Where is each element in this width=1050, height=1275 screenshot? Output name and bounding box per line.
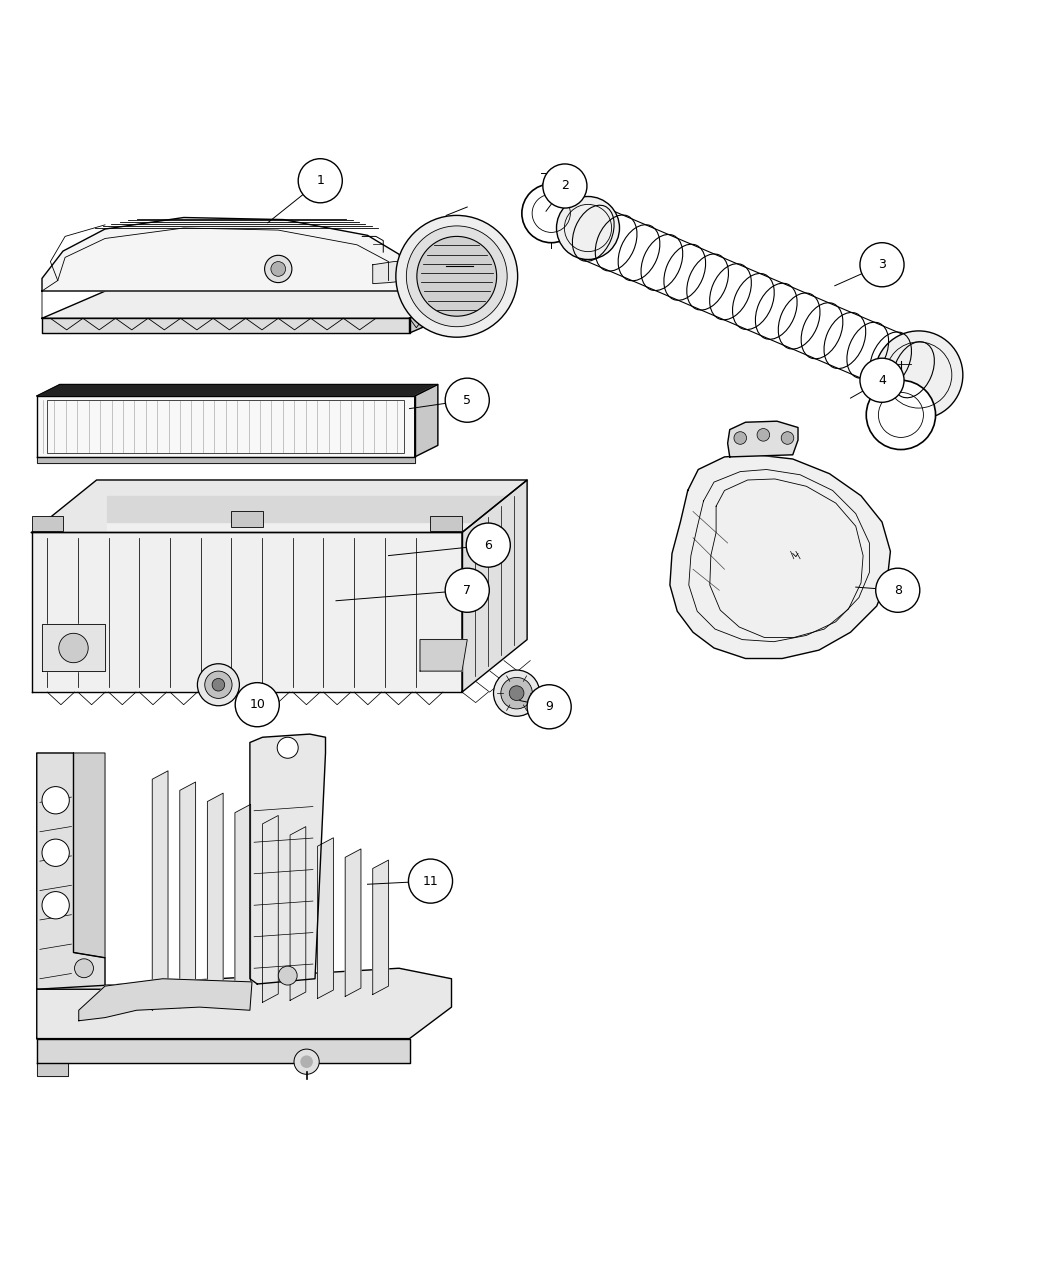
Circle shape (860, 242, 904, 287)
Circle shape (417, 236, 497, 316)
Bar (47, 400, 404, 453)
Circle shape (278, 966, 297, 986)
Text: 5: 5 (463, 394, 471, 407)
Polygon shape (37, 397, 415, 456)
Circle shape (522, 184, 581, 242)
Polygon shape (317, 838, 334, 998)
Polygon shape (462, 479, 527, 692)
Polygon shape (420, 640, 467, 671)
Circle shape (396, 215, 518, 337)
Polygon shape (152, 771, 168, 1010)
Circle shape (757, 428, 770, 441)
Polygon shape (97, 479, 527, 491)
Polygon shape (37, 456, 415, 463)
Circle shape (42, 839, 69, 867)
Circle shape (59, 634, 88, 663)
Circle shape (235, 682, 279, 727)
Circle shape (781, 432, 794, 444)
Text: 4: 4 (878, 374, 886, 386)
Polygon shape (42, 289, 478, 319)
Polygon shape (410, 289, 478, 333)
Circle shape (406, 226, 507, 326)
Circle shape (466, 523, 510, 567)
Text: 9: 9 (545, 700, 553, 713)
Polygon shape (107, 496, 517, 521)
Ellipse shape (875, 332, 963, 419)
Polygon shape (180, 782, 195, 1009)
Polygon shape (74, 754, 105, 958)
Circle shape (860, 358, 904, 403)
Circle shape (75, 959, 93, 978)
Circle shape (734, 432, 747, 444)
Circle shape (501, 677, 532, 709)
Bar (430, 515, 462, 532)
Text: 11: 11 (422, 875, 439, 887)
Circle shape (866, 380, 936, 450)
Polygon shape (37, 385, 438, 397)
Circle shape (445, 379, 489, 422)
Circle shape (277, 737, 298, 759)
Polygon shape (670, 455, 890, 658)
Polygon shape (373, 861, 388, 994)
Polygon shape (32, 533, 462, 692)
Bar (231, 511, 262, 528)
Polygon shape (373, 261, 410, 283)
Ellipse shape (556, 196, 619, 260)
Text: 10: 10 (249, 699, 266, 711)
Text: 3: 3 (878, 259, 886, 272)
Text: 1: 1 (316, 175, 324, 187)
Circle shape (494, 671, 540, 717)
Circle shape (876, 569, 920, 612)
Polygon shape (32, 479, 527, 533)
Polygon shape (207, 793, 223, 1006)
Circle shape (509, 686, 524, 700)
Circle shape (543, 164, 587, 208)
Circle shape (205, 671, 232, 699)
Text: 6: 6 (484, 538, 492, 552)
Polygon shape (728, 421, 798, 456)
Text: 7: 7 (463, 584, 471, 597)
Text: 8: 8 (894, 584, 902, 597)
Circle shape (527, 685, 571, 729)
Polygon shape (79, 979, 252, 1021)
Polygon shape (37, 1063, 68, 1076)
Bar (32, 515, 63, 532)
Polygon shape (37, 754, 105, 989)
Circle shape (42, 787, 69, 813)
Polygon shape (42, 623, 105, 671)
Polygon shape (42, 218, 404, 291)
Polygon shape (42, 319, 410, 333)
Polygon shape (37, 968, 452, 1039)
Polygon shape (235, 805, 251, 1005)
Circle shape (294, 1049, 319, 1075)
Polygon shape (37, 1039, 410, 1063)
Circle shape (212, 678, 225, 691)
Polygon shape (250, 734, 326, 984)
Text: 2: 2 (561, 180, 569, 193)
Polygon shape (107, 496, 517, 629)
Circle shape (197, 664, 239, 706)
Circle shape (445, 569, 489, 612)
Circle shape (408, 859, 453, 903)
Polygon shape (290, 826, 306, 1001)
Polygon shape (415, 385, 438, 456)
Polygon shape (262, 816, 278, 1002)
Polygon shape (345, 849, 361, 997)
Circle shape (271, 261, 286, 277)
Circle shape (298, 158, 342, 203)
Circle shape (300, 1056, 313, 1068)
Circle shape (265, 255, 292, 283)
Circle shape (42, 891, 69, 919)
